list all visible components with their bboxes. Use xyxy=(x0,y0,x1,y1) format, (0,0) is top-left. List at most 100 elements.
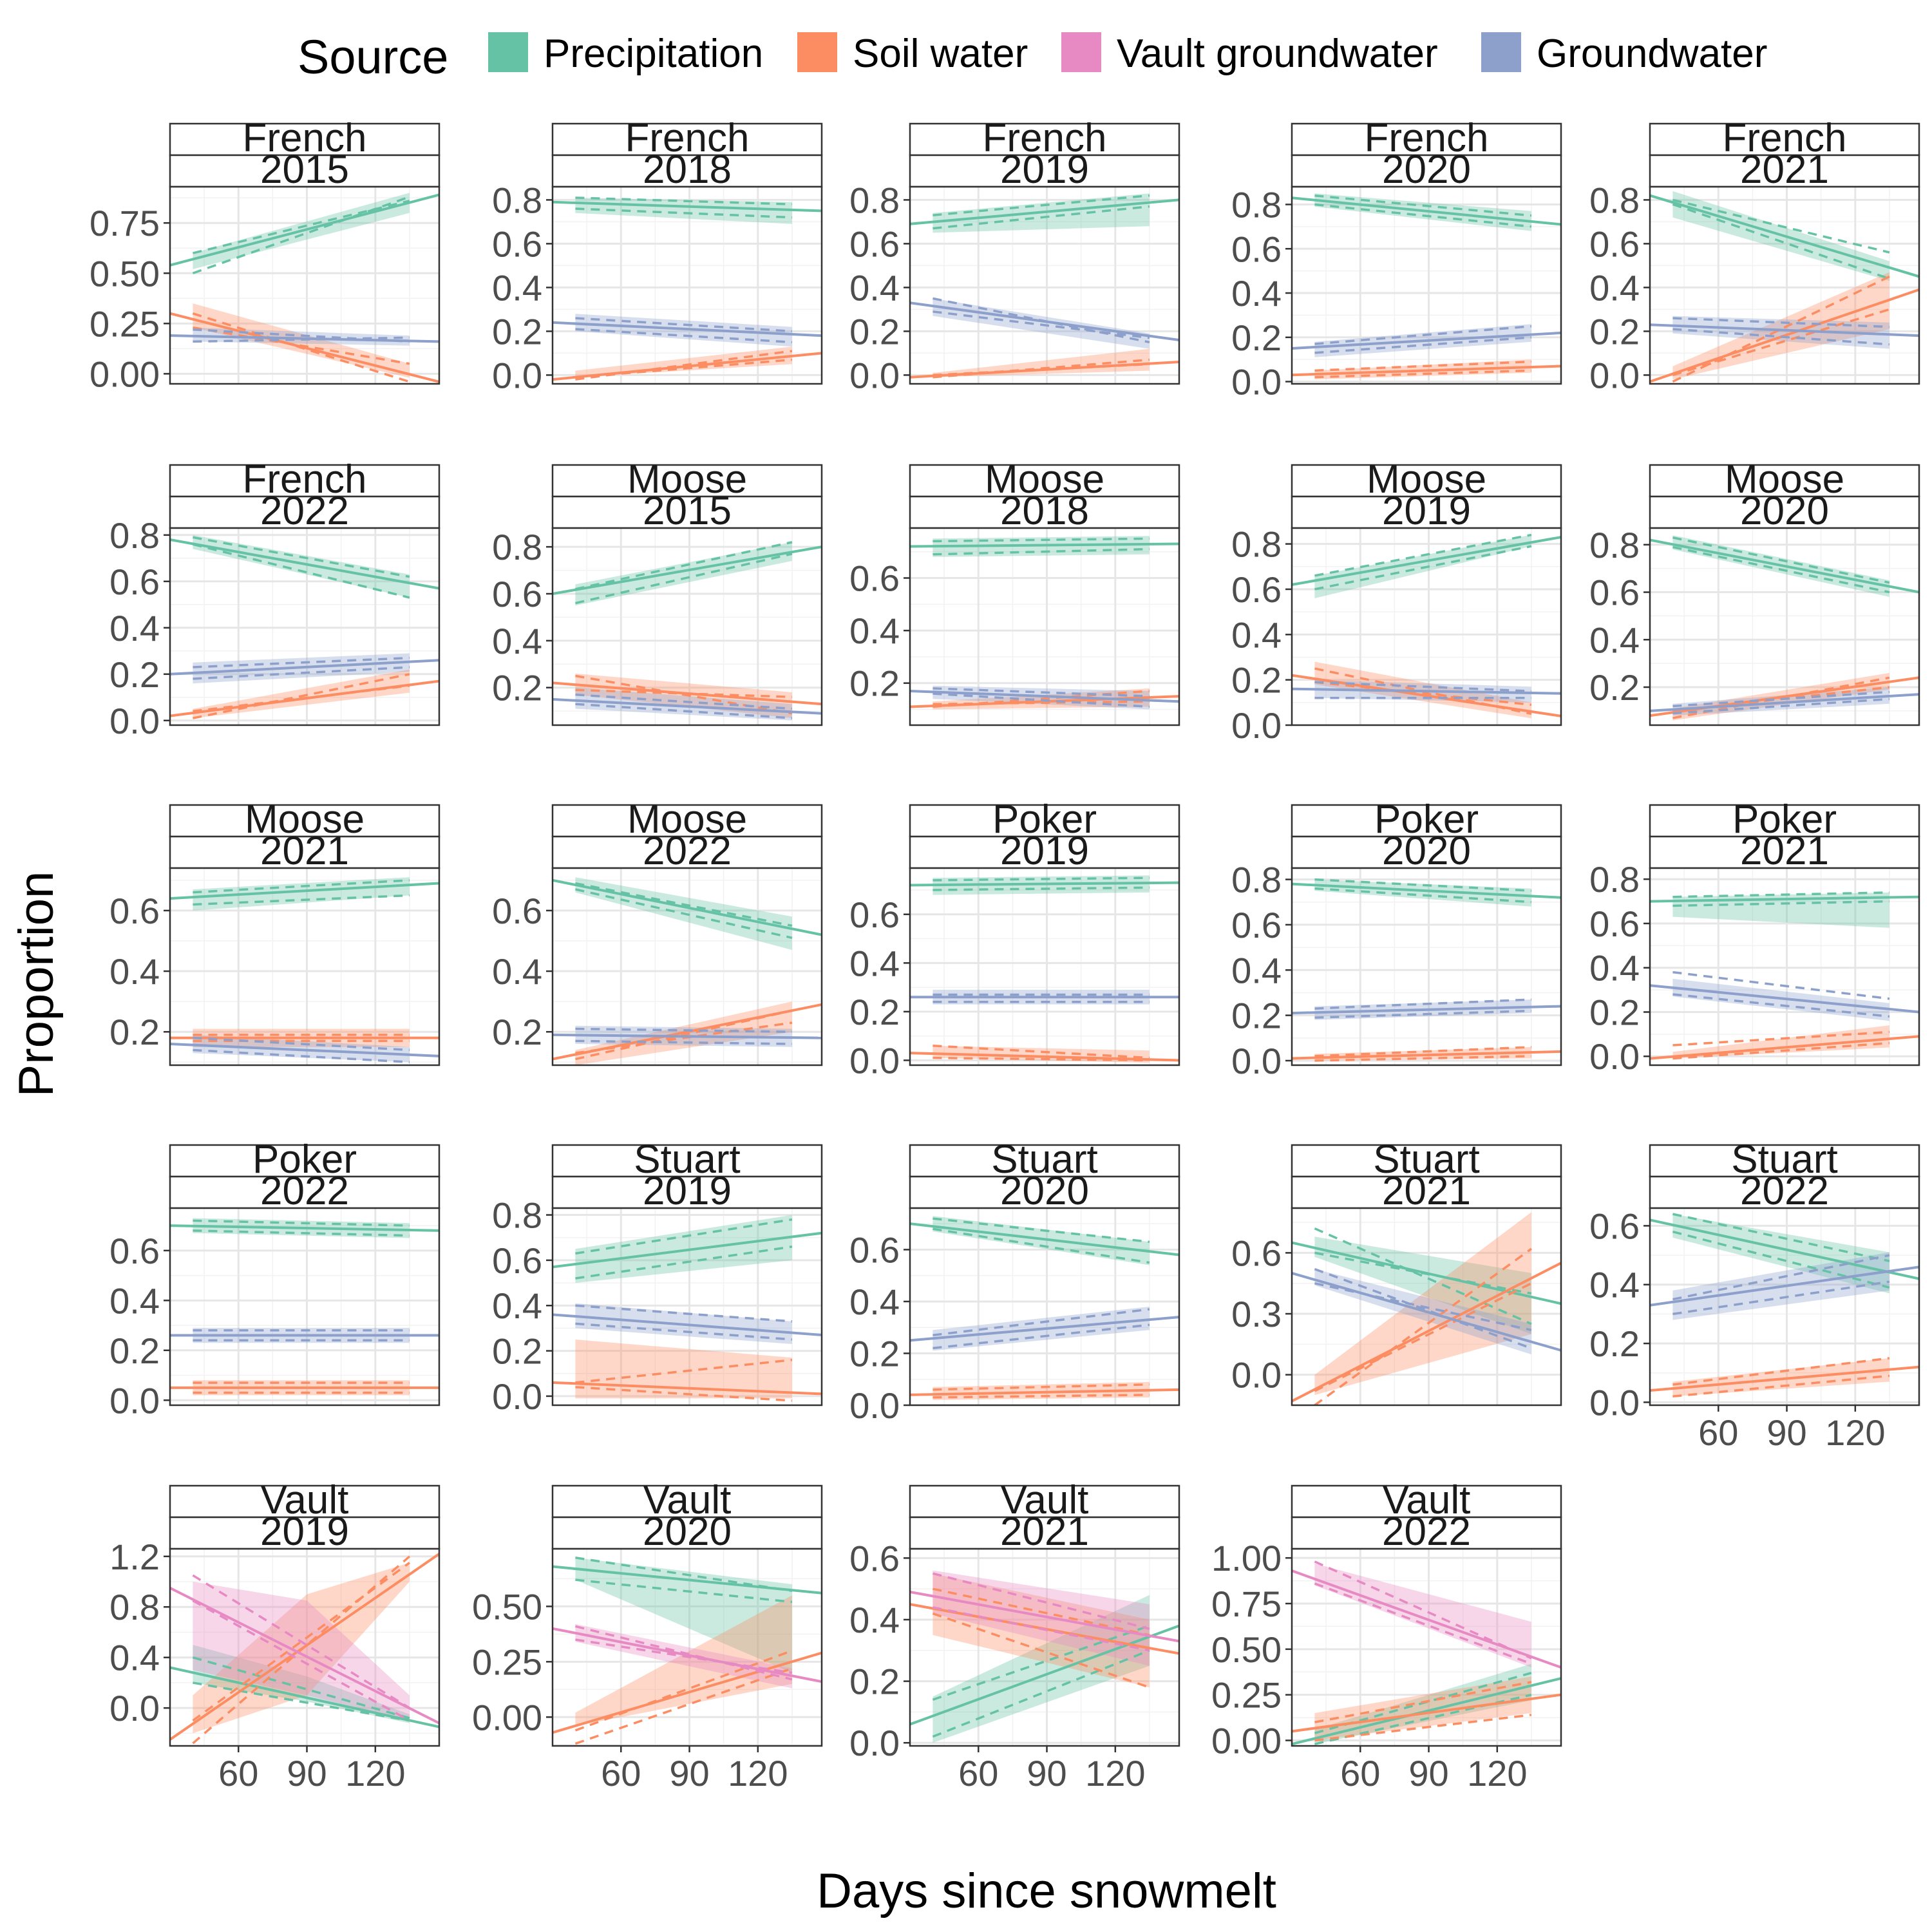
facet-strip-site-label: Vault xyxy=(1383,1478,1471,1522)
y-tick-label: 0.6 xyxy=(849,1229,900,1270)
legend-swatch-groundwater xyxy=(1481,32,1521,72)
line-precipitation xyxy=(1292,1241,1561,1305)
facet-strip-year xyxy=(909,1516,1180,1550)
facet-strip-year-label: 2022 xyxy=(1382,1510,1471,1554)
dashed-line-groundwater xyxy=(1672,328,1890,346)
y-tick-label: 0.0 xyxy=(1231,1041,1282,1081)
plot-area xyxy=(170,1208,439,1405)
facet-strip-year-label: 2022 xyxy=(643,829,732,873)
line-soil-water xyxy=(553,681,822,706)
dashed-line-precipitation xyxy=(1314,887,1532,904)
series-group xyxy=(1292,878,1561,1062)
ribbon-precipitation xyxy=(933,1595,1150,1743)
line-soil-water xyxy=(1292,1693,1561,1733)
series-group xyxy=(553,1557,822,1745)
line-vault-groundwater xyxy=(553,1627,822,1683)
facet-strip-site xyxy=(909,804,1180,838)
line-groundwater xyxy=(1650,1265,1919,1307)
line-soil-water xyxy=(170,1553,439,1741)
y-tick-label: 0.8 xyxy=(1231,524,1282,565)
y-tick-label: 0.2 xyxy=(492,311,542,352)
dashed-line-precipitation xyxy=(575,1557,793,1593)
panel-border xyxy=(1291,1548,1562,1747)
ribbon-precipitation xyxy=(193,1645,410,1723)
facet-strip-site-label: French xyxy=(983,116,1107,160)
dashed-line-precipitation xyxy=(932,1624,1150,1701)
dashed-line-soil-water xyxy=(1314,1247,1532,1405)
dashed-line-soil-water xyxy=(1672,1041,1890,1060)
y-tick-label: 0.50 xyxy=(90,253,160,294)
dashed-line-precipitation xyxy=(1672,891,1889,898)
dashed-line-precipitation xyxy=(933,194,1150,216)
facet-strip-year-label: 2020 xyxy=(1000,1169,1089,1213)
series-group xyxy=(170,535,439,719)
dashed-line-precipitation xyxy=(1314,545,1532,591)
line-precipitation xyxy=(1292,882,1561,899)
y-tick-label: 0.2 xyxy=(849,311,900,352)
line-precipitation xyxy=(553,545,822,595)
dashed-line-precipitation xyxy=(193,200,410,254)
y-tick-label: 0.2 xyxy=(1231,660,1282,701)
ribbon-precipitation xyxy=(575,542,792,606)
dashed-line-soil-water xyxy=(1314,1046,1532,1057)
facet-strip-site-label: Stuart xyxy=(991,1137,1097,1182)
series-group xyxy=(1650,191,1919,383)
dashed-line-precipitation xyxy=(933,1217,1150,1244)
y-tick-label: 0.8 xyxy=(849,180,900,220)
y-tick-label: 0.25 xyxy=(472,1642,542,1682)
facet-strip-year xyxy=(1649,495,1920,529)
y-tick-label: 1.00 xyxy=(1211,1538,1282,1578)
panel-border xyxy=(1649,527,1920,726)
facet-strip-site xyxy=(169,804,440,838)
panel-border xyxy=(1291,1207,1562,1406)
facet-strip-site-label: Moose xyxy=(627,457,747,502)
grid xyxy=(170,868,439,1065)
y-tick-label: 0.4 xyxy=(1589,267,1640,308)
dashed-line-vault-groundwater xyxy=(575,1638,793,1674)
ribbon-precipitation xyxy=(933,1216,1150,1265)
dashed-line-precipitation xyxy=(575,541,793,591)
panel-border xyxy=(169,1207,440,1406)
series-group xyxy=(553,1215,822,1402)
dashed-line-groundwater xyxy=(1314,1009,1532,1019)
y-tick-label: 0.6 xyxy=(1589,223,1640,264)
panel-border xyxy=(1291,867,1562,1066)
dashed-line-soil-water xyxy=(1314,1282,1532,1392)
line-groundwater xyxy=(910,689,1179,703)
plot-area xyxy=(553,187,822,384)
y-tick-label: 0.4 xyxy=(109,1280,160,1321)
y-tick-label: 0.6 xyxy=(1589,1206,1640,1246)
y-tick-label: 0.3 xyxy=(1231,1294,1282,1334)
x-tick-label: 60 xyxy=(601,1753,641,1794)
ribbon-soil-water xyxy=(1314,1212,1531,1396)
y-tick-label: 0.25 xyxy=(1211,1675,1282,1716)
dashed-line-groundwater xyxy=(1314,998,1532,1010)
y-tick-label: 0.2 xyxy=(492,1331,542,1372)
dashed-line-soil-water xyxy=(933,1045,1150,1059)
x-tick-label: 60 xyxy=(1340,1753,1380,1794)
panel-border xyxy=(1649,867,1920,1066)
dashed-line-precipitation xyxy=(193,543,410,599)
facet-strip-site-label: Moose xyxy=(245,797,365,842)
y-tick-label: 0.2 xyxy=(1589,667,1640,708)
facet-strip-site-label: Stuart xyxy=(1373,1137,1479,1182)
facet-strip-site-label: Poker xyxy=(252,1137,357,1182)
facet-strip-year-label: 2022 xyxy=(260,489,349,533)
x-tick-label: 60 xyxy=(218,1753,258,1794)
panel-border xyxy=(909,527,1180,726)
grid xyxy=(1650,1208,1919,1405)
series-group xyxy=(1650,891,1919,1060)
y-tick-label: 0.0 xyxy=(849,1723,900,1763)
y-tick-label: 0.4 xyxy=(492,267,542,308)
legend-title: Source xyxy=(298,30,448,84)
dashed-line-groundwater xyxy=(1314,336,1532,354)
y-tick-label: 0.00 xyxy=(472,1697,542,1738)
dashed-line-soil-water xyxy=(1314,1714,1532,1742)
dashed-line-groundwater xyxy=(575,1322,793,1341)
facet-strip-site-label: Moose xyxy=(985,457,1104,502)
